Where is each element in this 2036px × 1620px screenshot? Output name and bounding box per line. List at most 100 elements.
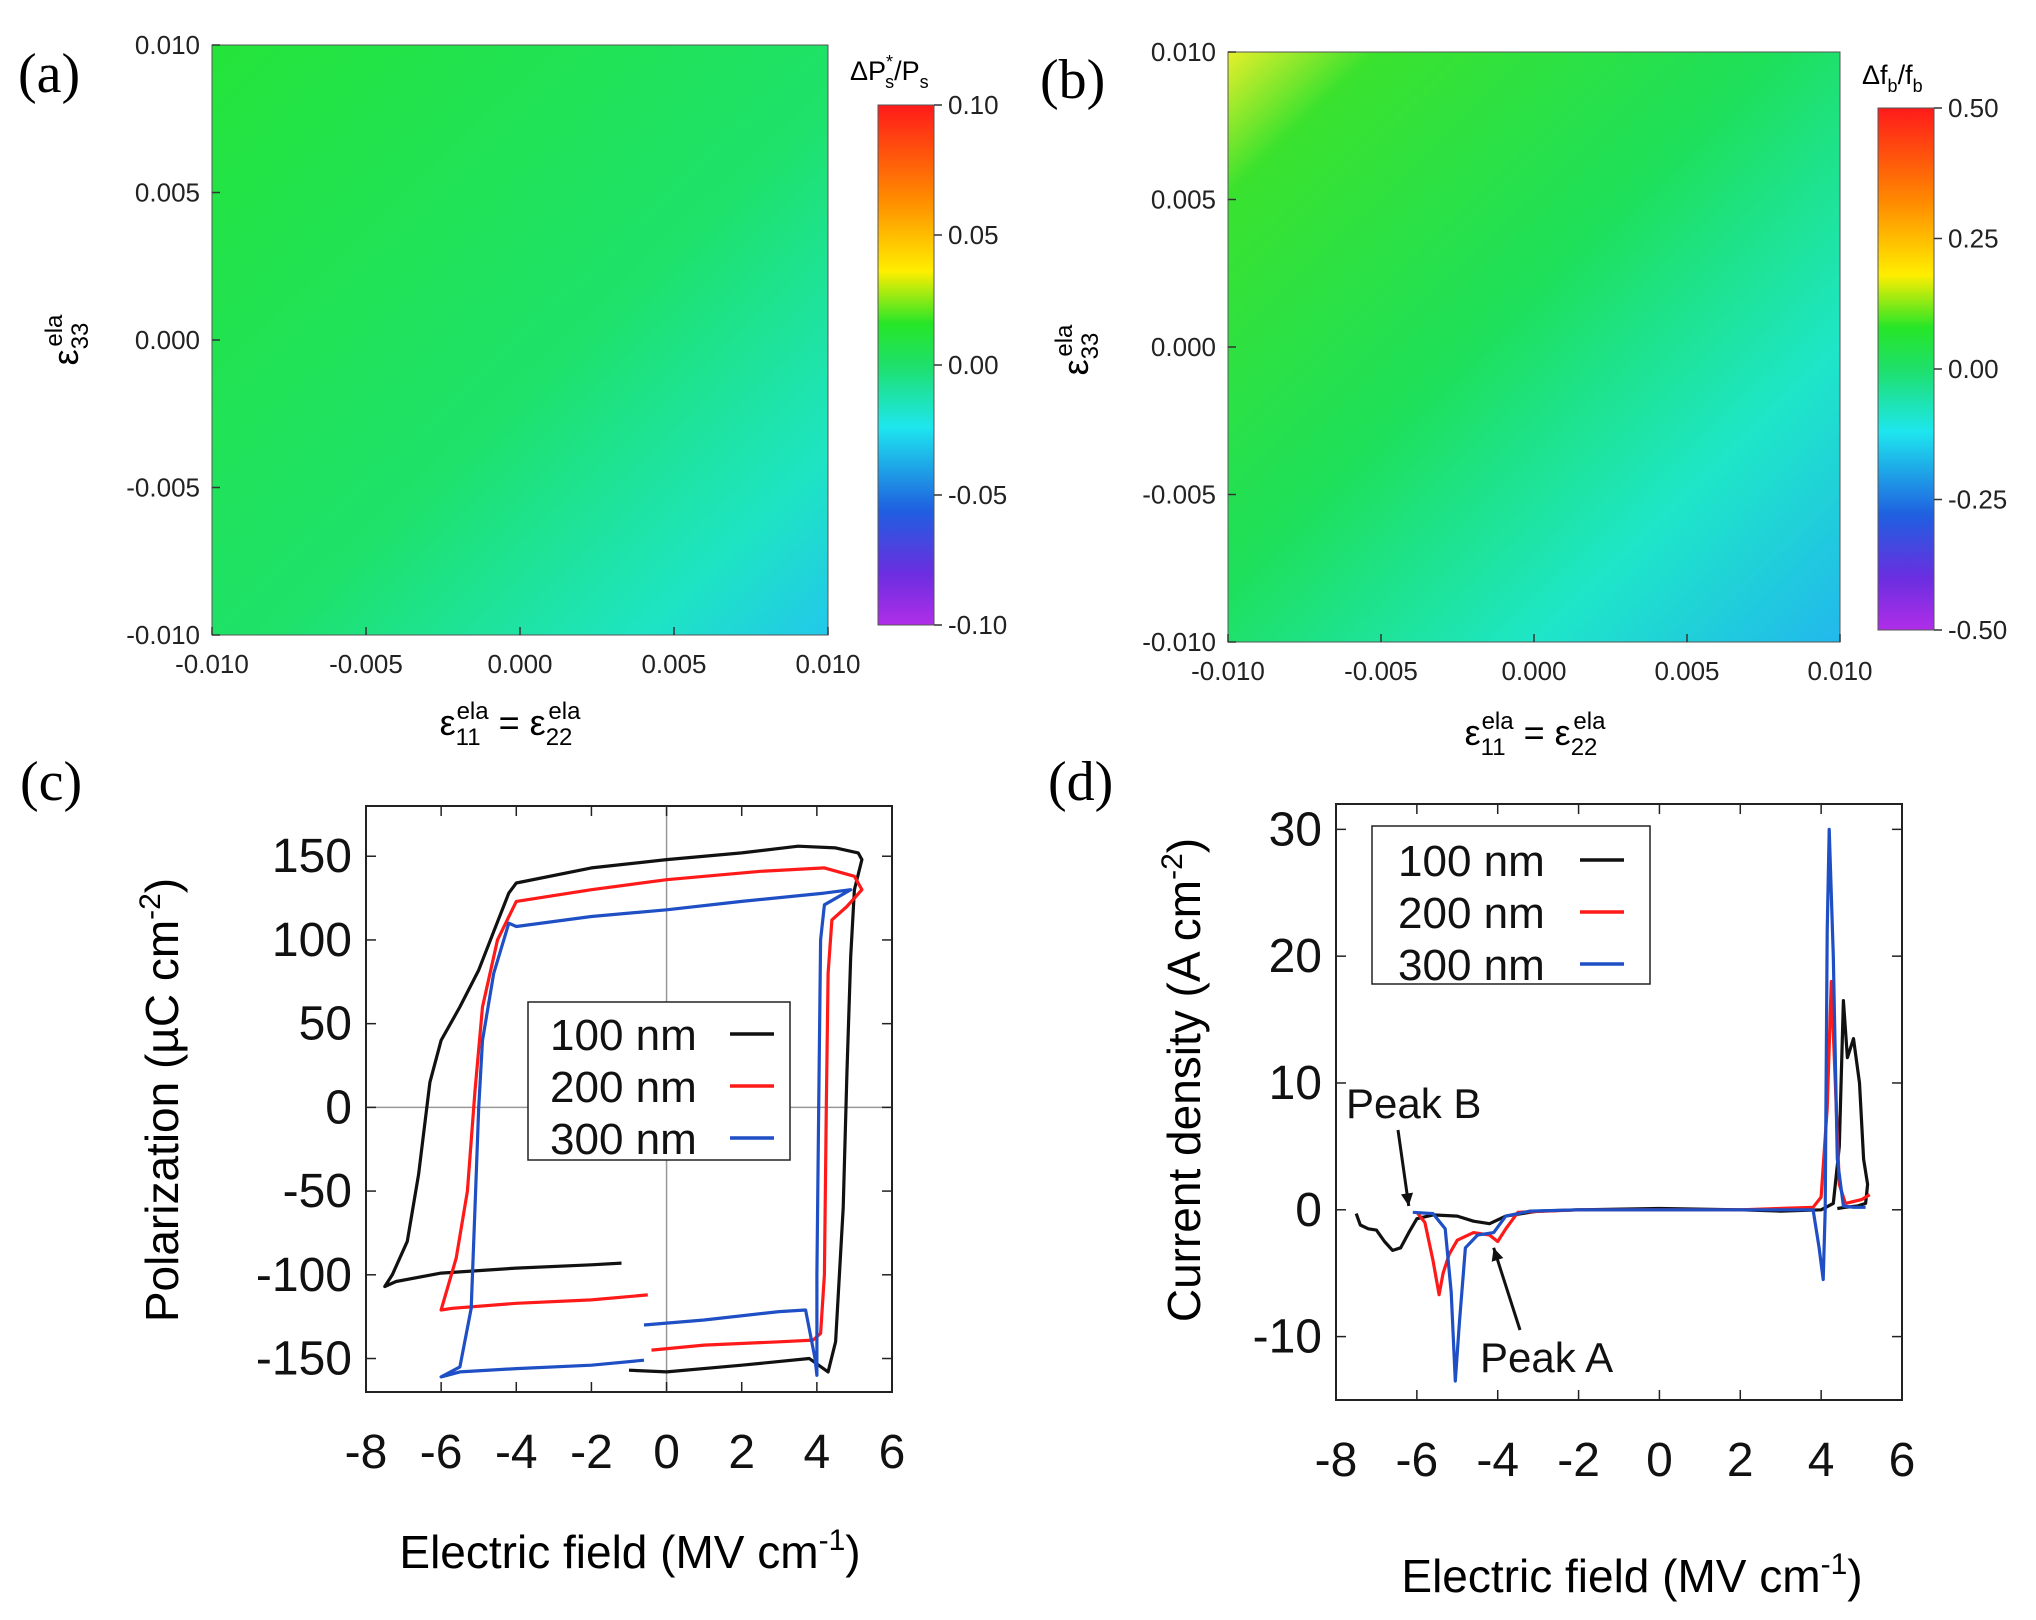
a-x-axis-label: ε11ela = ε22ela (440, 698, 581, 751)
panel-label-c: (c) (20, 751, 82, 813)
d-series-group (1354, 827, 1871, 1383)
b-colorbar-tick-label: -0.25 (1948, 485, 2007, 515)
d-x-tick-label: -6 (1396, 1434, 1439, 1487)
a-colorbar-tick-label: 0.00 (948, 350, 999, 380)
b-y-tick-label: -0.005 (1142, 480, 1216, 510)
c-legend-label: 300 nm (550, 1115, 697, 1164)
colorbar-a (877, 104, 935, 626)
d-x-axis-label: Electric field (MV cm-1) (1401, 1548, 1862, 1602)
panel-label-d: (d) (1048, 751, 1113, 813)
c-y-tick-label: -100 (256, 1249, 352, 1302)
a-y-ticks: -0.010 -0.005 0.000 0.005 0.010 (126, 30, 220, 650)
d-legend-label: 200 nm (1398, 889, 1545, 938)
d-x-tick-label: 4 (1808, 1434, 1835, 1487)
b-colorbar-label: Δfb/fb (1862, 60, 1923, 96)
c-x-tick-label: -6 (420, 1426, 463, 1479)
a-y-tick-label: 0.005 (135, 178, 200, 208)
c-legend-label: 100 nm (550, 1011, 697, 1060)
d-x-tick-label: 6 (1889, 1434, 1916, 1487)
d-legend-box (1371, 825, 1651, 985)
b-y-axis-label: ε33ela (1051, 324, 1104, 375)
d-legend-label: 100 nm (1398, 837, 1545, 886)
b-x-ticks: -0.010 -0.005 0.000 0.005 0.010 (1191, 634, 1873, 686)
c-y-tick-label: 0 (325, 1081, 352, 1134)
b-x-tick-label: 0.005 (1654, 656, 1719, 686)
a-x-tick-label: 0.005 (641, 649, 706, 679)
heatmap-b (1227, 51, 1841, 643)
a-colorbar-ticks: 0.10 0.05 0.00 -0.05 -0.10 (934, 90, 1007, 640)
c-legend-box (527, 1001, 791, 1161)
a-colorbar-tick-label: 0.05 (948, 220, 999, 250)
panel-label-b: (b) (1040, 49, 1105, 111)
d-annotation-arrow (1396, 1129, 1411, 1207)
a-x-tick-label: -0.010 (175, 649, 249, 679)
b-colorbar-tick-label: 0.50 (1948, 93, 1999, 123)
b-x-tick-label: 0.000 (1501, 656, 1566, 686)
c-legend-label: 200 nm (550, 1063, 697, 1112)
d-annotation-arrowhead (1491, 1247, 1504, 1262)
d-x-ticks: -8 -6 -4 -2 0 2 4 6 (1315, 804, 1916, 1487)
c-series-300-nm (439, 888, 853, 1379)
b-colorbar-ticks: 0.50 0.25 0.00 -0.25 -0.50 (1934, 93, 2007, 645)
d-x-tick-label: -8 (1315, 1434, 1358, 1487)
d-y-tick-label: -10 (1253, 1311, 1322, 1364)
c-x-tick-label: 4 (804, 1426, 831, 1479)
c-x-tick-label: -4 (495, 1426, 538, 1479)
c-x-ticks: -8 -6 -4 -2 0 2 4 6 (345, 806, 906, 1479)
b-y-tick-label: 0.000 (1151, 332, 1216, 362)
d-annotation-arrowhead (1400, 1192, 1414, 1206)
d-y-tick-label: 10 (1269, 1057, 1322, 1110)
d-x-tick-label: -2 (1557, 1434, 1600, 1487)
d-x-tick-label: -4 (1476, 1434, 1519, 1487)
d-annotation-arrow (1492, 1247, 1522, 1331)
a-colorbar-tick-label: -0.05 (948, 480, 1007, 510)
a-y-axis-label: ε33ela (41, 314, 94, 365)
b-y-tick-label: 0.005 (1151, 185, 1216, 215)
c-x-tick-label: 0 (653, 1426, 680, 1479)
d-y-tick-label: 20 (1269, 930, 1322, 983)
d-y-axis-label: Current density (A cm-2) (1156, 838, 1210, 1322)
b-colorbar-tick-label: 0.00 (1948, 354, 1999, 384)
b-y-ticks: -0.010 -0.005 0.000 0.005 0.010 (1142, 37, 1236, 657)
c-y-tick-label: 100 (272, 914, 352, 967)
c-y-ticks: 150 100 50 0 -50 -100 -150 (256, 830, 892, 1386)
d-series-200-nm (1415, 979, 1871, 1297)
d-legend-label: 300 nm (1398, 941, 1545, 990)
c-y-tick-label: -50 (283, 1165, 352, 1218)
panel-label-a: (a) (18, 43, 80, 105)
d-y-tick-label: 30 (1269, 803, 1322, 856)
b-x-axis-label: ε11ela = ε22ela (1465, 708, 1606, 761)
a-colorbar-tick-label: -0.10 (948, 610, 1007, 640)
d-series-300-nm (1412, 827, 1866, 1383)
a-colorbar-label: ΔP* s/Ps (850, 52, 929, 92)
d-x-tick-label: 2 (1727, 1434, 1754, 1487)
heatmap-a (211, 44, 829, 636)
c-x-tick-label: 6 (879, 1426, 906, 1479)
a-colorbar-tick-label: 0.10 (948, 90, 999, 120)
d-annotation-label: Peak B (1346, 1080, 1481, 1127)
b-x-tick-label: -0.005 (1344, 656, 1418, 686)
a-x-tick-label: 0.000 (487, 649, 552, 679)
c-x-tick-label: -2 (570, 1426, 613, 1479)
b-x-tick-label: -0.010 (1191, 656, 1265, 686)
c-y-axis-label: Polarization (µC cm-2) (134, 878, 188, 1322)
c-x-tick-label: 2 (728, 1426, 755, 1479)
c-plot-frame (365, 805, 893, 1393)
c-y-tick-label: 150 (272, 830, 352, 883)
d-y-ticks: 30 20 10 0 -10 (1253, 803, 1902, 1364)
d-y-tick-label: 0 (1295, 1184, 1322, 1237)
colorbar-b (1877, 107, 1935, 631)
c-series-100-nm (383, 844, 864, 1374)
d-annotations: Peak B Peak A (1346, 1080, 1613, 1381)
b-y-tick-label: 0.010 (1151, 37, 1216, 67)
b-colorbar-tick-label: -0.50 (1948, 615, 2007, 645)
a-x-tick-label: 0.010 (795, 649, 860, 679)
c-x-tick-label: -8 (345, 1426, 388, 1479)
